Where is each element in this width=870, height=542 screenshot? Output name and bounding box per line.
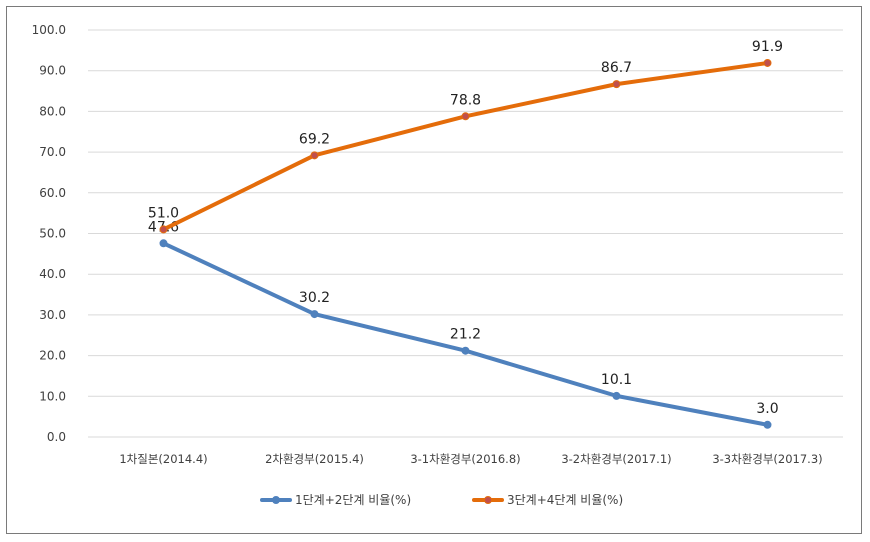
x-tick-label-4: 3-3차환경부(2017.3) (712, 452, 822, 466)
series-0-data-label-4: 3.0 (756, 401, 778, 417)
y-tick-label-5: 50.0 (39, 227, 66, 241)
series-0-point-0 (159, 239, 168, 248)
series-1-data-label-1: 69.2 (299, 131, 330, 147)
x-tick-label-0: 1차질본(2014.4) (119, 452, 207, 466)
chart-frame (6, 6, 862, 534)
series-1-data-label-4: 91.9 (752, 39, 783, 55)
legend-label-0: 1단계+2단계 비율(%) (295, 493, 411, 507)
y-tick-label-9: 90.0 (39, 64, 66, 78)
series-1-point-3 (612, 80, 621, 89)
y-tick-label-4: 40.0 (39, 267, 66, 281)
series-0-data-label-1: 30.2 (299, 290, 330, 306)
series-line-1 (161, 60, 770, 232)
series-1-data-label-2: 78.8 (450, 92, 481, 108)
series-1-data-label-3: 86.7 (601, 60, 632, 76)
series-0-point-1 (310, 310, 319, 319)
legend-marker-1 (484, 496, 492, 504)
series-1-data-label-0: 51.0 (148, 205, 179, 221)
y-tick-label-10: 100.0 (32, 23, 66, 37)
legend-label-1: 3단계+4단계 비율(%) (507, 493, 623, 507)
legend-marker-0 (272, 496, 280, 504)
series-1-point-4 (763, 58, 772, 67)
y-tick-label-2: 20.0 (39, 349, 66, 363)
series-0-point-2 (461, 346, 470, 355)
y-tick-label-8: 80.0 (39, 104, 66, 118)
y-tick-label-3: 30.0 (39, 308, 66, 322)
x-tick-label-1: 2차환경부(2015.4) (265, 452, 364, 466)
x-tick-label-2: 3-1차환경부(2016.8) (410, 452, 520, 466)
x-tick-label-3: 3-2차환경부(2017.1) (561, 452, 671, 466)
y-tick-label-6: 60.0 (39, 186, 66, 200)
y-tick-label-7: 70.0 (39, 145, 66, 159)
series-1-point-2 (461, 112, 470, 121)
series-1-point-1 (310, 151, 319, 160)
y-tick-label-1: 10.0 (39, 389, 66, 403)
series-0-data-label-3: 10.1 (601, 372, 632, 388)
series-0-point-4 (763, 420, 772, 429)
y-tick-label-0: 0.0 (47, 430, 66, 444)
series-0-data-label-2: 21.2 (450, 327, 481, 343)
series-1-point-0 (159, 225, 168, 234)
series-0-point-3 (612, 391, 621, 400)
